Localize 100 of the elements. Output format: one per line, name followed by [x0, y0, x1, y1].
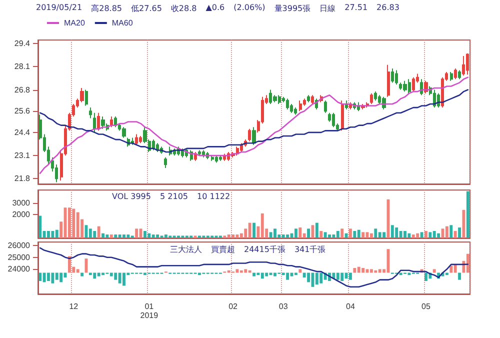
- bar: [349, 272, 352, 280]
- candlestick: [139, 136, 142, 144]
- y-tick-label: 23.1: [14, 151, 31, 160]
- bar: [454, 230, 457, 238]
- bar: [110, 272, 113, 276]
- candlestick: [89, 107, 92, 119]
- bar: [450, 266, 453, 273]
- annotation: VOL 3995: [112, 192, 151, 201]
- candlestick: [93, 112, 96, 133]
- text: 27.51: [344, 3, 368, 14]
- bar: [454, 264, 457, 273]
- bar: [260, 213, 264, 238]
- candlestick: [382, 96, 386, 110]
- bar: [362, 268, 365, 273]
- text: ▲0.6: [206, 3, 225, 14]
- bar: [252, 222, 256, 238]
- bar: [106, 234, 109, 238]
- bar: [88, 228, 92, 238]
- bar: [97, 226, 100, 238]
- candlestick: [458, 70, 461, 80]
- candlestick: [202, 150, 205, 158]
- y-tick-label: 29.4: [14, 39, 31, 48]
- bar: [424, 230, 428, 238]
- bar: [294, 228, 298, 238]
- bar: [143, 230, 146, 238]
- bar: [38, 216, 42, 238]
- bar: [386, 199, 390, 238]
- bar: [332, 234, 336, 238]
- bar: [437, 233, 440, 238]
- candlestick: [311, 94, 314, 104]
- text: 量3995張: [274, 3, 311, 14]
- bar: [143, 272, 146, 276]
- y-tick-label: 24000: [8, 264, 31, 274]
- bar: [38, 272, 42, 281]
- bar: [320, 272, 323, 284]
- bar: [256, 272, 260, 276]
- candlestick: [370, 92, 373, 104]
- candlestick: [466, 52, 469, 76]
- bar: [152, 234, 155, 238]
- candlestick: [97, 112, 100, 132]
- x-tick-label: 03: [278, 302, 288, 311]
- text: (2.06%): [234, 3, 266, 14]
- bar: [458, 227, 461, 238]
- bar: [390, 225, 394, 238]
- candlestick: [294, 107, 297, 116]
- y-tick-label: 26000: [8, 241, 31, 250]
- bar: [60, 272, 63, 282]
- bar: [93, 230, 96, 238]
- bar: [88, 272, 92, 276]
- candlestick: [215, 155, 218, 164]
- bar: [114, 272, 118, 280]
- bar: [399, 272, 402, 276]
- candlestick: [395, 70, 398, 85]
- bar: [68, 256, 71, 273]
- line-series: [39, 247, 469, 288]
- candlestick: [286, 98, 289, 110]
- y-tick-label: 26.8: [14, 85, 31, 94]
- bar: [122, 234, 126, 238]
- annotation: 24415千張: [244, 244, 286, 255]
- bar: [462, 210, 466, 238]
- candlestick: [324, 100, 327, 114]
- candlestick: [299, 100, 302, 112]
- y-tick-label: 24.4: [14, 128, 31, 137]
- bar: [51, 230, 54, 238]
- bar: [336, 230, 340, 238]
- candlestick: [198, 150, 201, 156]
- bar: [382, 232, 386, 238]
- line-series: [39, 89, 469, 153]
- bar: [76, 212, 80, 238]
- bar: [445, 226, 448, 238]
- bar: [122, 272, 126, 286]
- candlestick: [341, 100, 344, 132]
- bar: [118, 272, 122, 284]
- bar: [353, 268, 356, 273]
- y-tick-label: 21.8: [14, 174, 31, 184]
- candlestick: [345, 100, 348, 110]
- bar: [286, 234, 290, 238]
- bar: [353, 230, 356, 238]
- bar: [357, 230, 360, 238]
- bar: [80, 272, 84, 276]
- candlestick: [450, 72, 453, 82]
- annotation: 10 1122: [197, 192, 230, 201]
- bar: [298, 227, 302, 238]
- bar: [135, 228, 138, 238]
- bar: [298, 269, 302, 273]
- bar: [274, 228, 276, 238]
- x-tick-label: 05: [422, 302, 431, 311]
- bar: [126, 234, 130, 238]
- candlestick: [219, 155, 222, 162]
- bar: [328, 234, 331, 238]
- bar: [399, 230, 402, 238]
- bar: [265, 272, 268, 276]
- bar: [336, 272, 340, 280]
- candlestick: [462, 56, 465, 76]
- bar: [362, 232, 365, 238]
- bar: [395, 227, 398, 238]
- bar: [248, 222, 252, 238]
- candlestick: [387, 64, 390, 98]
- bar: [466, 254, 470, 273]
- bar: [274, 272, 276, 276]
